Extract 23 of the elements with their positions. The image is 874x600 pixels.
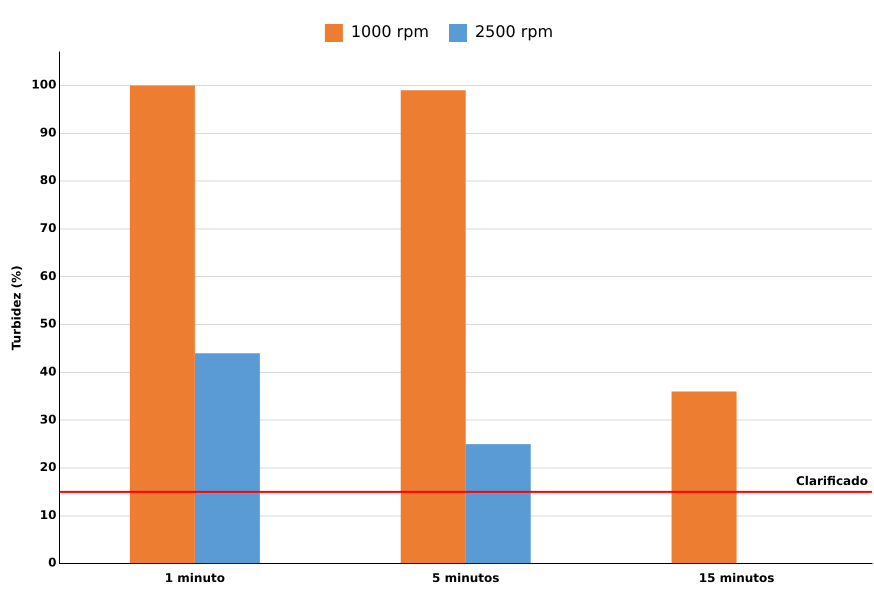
x-tick-label: 5 minutos <box>432 570 500 585</box>
y-tick-label: 40 <box>40 364 56 378</box>
y-tick-label: 10 <box>40 508 56 522</box>
bar <box>672 391 737 564</box>
y-tick-label: 30 <box>40 412 56 426</box>
bar <box>466 444 531 564</box>
y-tick-label: 80 <box>40 173 56 188</box>
y-tick-label: 60 <box>40 268 56 283</box>
y-tick-label: 20 <box>40 460 56 474</box>
y-axis-title: Turbidez (%) <box>9 265 24 350</box>
y-tick-label: 70 <box>40 221 56 236</box>
legend-label: 2500 rpm <box>475 22 554 42</box>
y-tick-label: 50 <box>40 316 56 331</box>
ref-line-label: Clarificado <box>796 474 868 488</box>
bar <box>130 85 195 564</box>
bar <box>400 90 466 564</box>
x-tick-label: 15 minutos <box>698 570 774 585</box>
bar <box>194 353 260 564</box>
y-tick-label: 90 <box>40 125 56 140</box>
x-tick-label: 1 minuto <box>164 570 225 585</box>
y-tick-label: 100 <box>31 78 56 92</box>
legend-label: 1000 rpm <box>350 22 429 42</box>
y-tick-label: 0 <box>48 556 56 570</box>
